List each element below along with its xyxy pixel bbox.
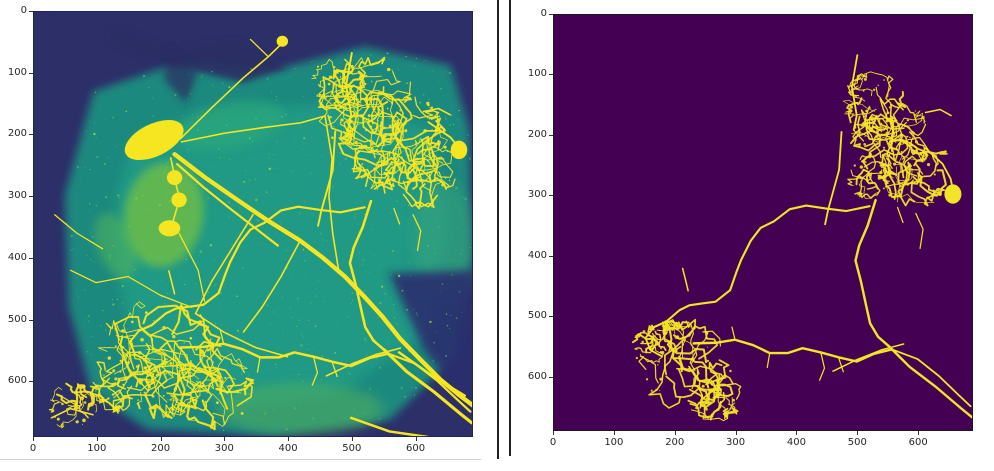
- y-tick-label: 0: [20, 5, 27, 16]
- x-tick-label: 200: [665, 437, 685, 448]
- x-tick-mark: [918, 431, 920, 435]
- x-tick-label: 100: [87, 443, 107, 454]
- x-tick-label: 0: [549, 437, 557, 448]
- y-tick-mark: [29, 134, 33, 136]
- x-tick-mark: [224, 437, 226, 441]
- x-tick-mark: [160, 437, 162, 441]
- x-tick-mark: [33, 437, 34, 441]
- y-tick-mark: [29, 72, 33, 74]
- y-tick-label: 300: [7, 190, 27, 202]
- x-tick-mark: [796, 431, 798, 435]
- y-tick-mark: [29, 196, 33, 198]
- horizontal-rule: [0, 459, 481, 460]
- y-tick-label: 200: [7, 128, 27, 140]
- y-tick-mark: [29, 319, 33, 321]
- y-tick-mark: [549, 255, 553, 257]
- y-tick-mark: [549, 14, 553, 15]
- x-tick-label: 0: [29, 443, 37, 454]
- x-tick-label: 200: [150, 443, 171, 454]
- x-tick-label: 400: [278, 443, 298, 454]
- x-tick-label: 500: [847, 437, 867, 448]
- x-tick-mark: [735, 431, 737, 435]
- y-tick-label: 600: [527, 370, 547, 382]
- y-tick-mark: [549, 316, 553, 318]
- y-tick-mark: [29, 11, 33, 12]
- y-tick-mark: [549, 376, 553, 378]
- divider-line-right: [509, 0, 511, 456]
- y-tick-label: 600: [7, 375, 27, 387]
- x-tick-label: 300: [726, 437, 746, 448]
- y-tick-label: 400: [527, 249, 547, 261]
- y-tick-mark: [29, 381, 33, 383]
- x-tick-mark: [288, 437, 290, 441]
- x-tick-label: 300: [214, 443, 234, 454]
- x-tick-label: 100: [604, 437, 624, 448]
- y-tick-label: 300: [527, 189, 547, 201]
- x-tick-mark: [613, 431, 615, 435]
- y-tick-label: 100: [527, 68, 547, 80]
- y-tick-mark: [549, 195, 553, 197]
- x-tick-label: 400: [786, 437, 807, 448]
- y-tick-label: 0: [540, 8, 547, 19]
- x-tick-mark: [674, 431, 676, 435]
- x-tick-mark: [415, 437, 417, 441]
- x-tick-label: 500: [342, 443, 362, 454]
- x-tick-mark: [553, 431, 554, 435]
- x-tick-mark: [857, 431, 859, 435]
- y-tick-mark: [549, 134, 553, 136]
- y-tick-label: 100: [7, 66, 27, 78]
- y-tick-mark: [549, 74, 553, 76]
- x-tick-mark: [351, 437, 353, 441]
- y-tick-label: 400: [7, 251, 27, 263]
- x-tick-label: 600: [908, 437, 928, 448]
- y-tick-label: 200: [527, 128, 547, 140]
- raw-image-plot: [33, 11, 473, 437]
- y-tick-label: 500: [7, 313, 27, 325]
- divider-line-left: [497, 0, 499, 459]
- x-tick-label: 600: [406, 443, 426, 454]
- x-tick-mark: [96, 437, 98, 441]
- y-tick-label: 500: [527, 310, 547, 322]
- y-tick-mark: [29, 257, 33, 259]
- segmented-image-plot: [553, 14, 973, 431]
